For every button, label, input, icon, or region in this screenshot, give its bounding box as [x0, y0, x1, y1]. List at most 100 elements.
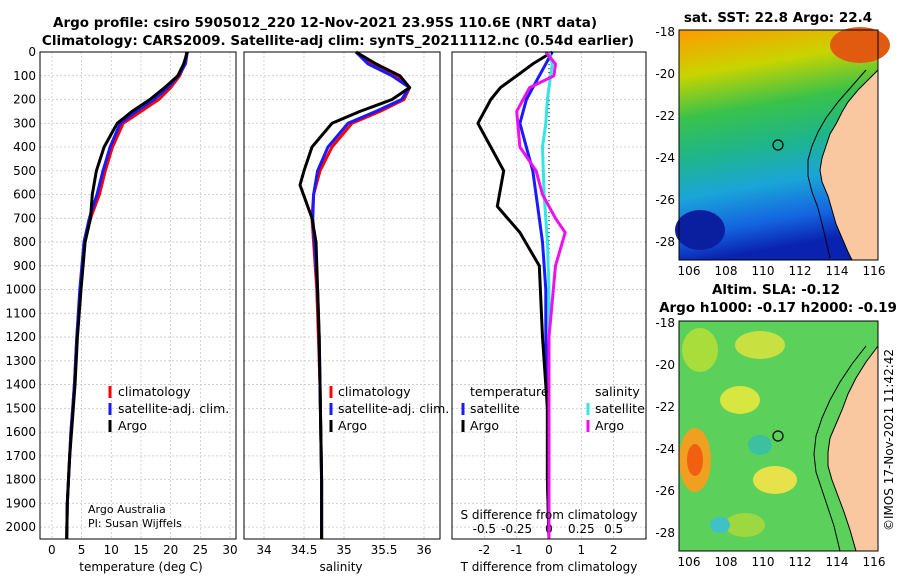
map-x-tick: 106 — [678, 264, 701, 278]
depth-tick-label: 1400 — [5, 378, 36, 392]
depth-tick-label: 1600 — [5, 425, 36, 439]
sla-high-core — [687, 444, 703, 476]
x-tick-label: 0 — [545, 543, 553, 557]
map-y-tick: -18 — [655, 316, 675, 330]
map-x-tick: 108 — [715, 264, 738, 278]
map-y-tick: -26 — [655, 484, 675, 498]
series-climatology — [65, 51, 189, 540]
legend-t-satellite: satellite — [470, 401, 520, 416]
panel-frame — [243, 51, 441, 540]
x-tick-label: 34 — [256, 543, 271, 557]
sst-float-marker — [772, 139, 784, 151]
map-x-tick: 110 — [752, 264, 775, 278]
map-y-tick: -20 — [655, 358, 675, 372]
legend-satellite: satellite-adj. clim. — [338, 401, 449, 416]
s-tick-label: 0.5 — [604, 522, 623, 536]
depth-tick-label: 1100 — [5, 306, 36, 320]
x-tick-label: 20 — [163, 543, 178, 557]
depth-tick-label: 1300 — [5, 354, 36, 368]
map-y-tick: -28 — [655, 235, 675, 249]
x-tick-label: -1 — [511, 543, 523, 557]
sla-low-patch — [710, 517, 730, 533]
sst-map-frame — [678, 29, 879, 261]
map-y-tick: -24 — [655, 151, 675, 165]
depth-tick-label: 2000 — [5, 520, 36, 534]
map-x-tick: 114 — [826, 264, 849, 278]
depth-tick-label: 500 — [13, 164, 36, 178]
map-x-tick: 116 — [863, 264, 886, 278]
x-tick-label: 25 — [193, 543, 208, 557]
sla-low-patch — [748, 435, 772, 455]
salinity-panel: 34 34.5 35 35.5 36 — [243, 50, 441, 557]
legend-satellite: satellite-adj. clim. — [118, 401, 229, 416]
difference-top-label: S difference from climatology — [461, 508, 638, 522]
legend-temperature-title: temperature — [470, 384, 549, 399]
temperature-legend: climatology satellite-adj. clim. Argo — [108, 384, 229, 433]
legend-t-argo: Argo — [470, 418, 499, 433]
sla-isobath — [813, 345, 867, 552]
x-tick-label: -2 — [478, 543, 490, 557]
sla-patch — [725, 513, 765, 537]
s-tick-label: 0.25 — [568, 522, 595, 536]
x-tick-label: 1 — [578, 543, 586, 557]
sla-patch — [753, 466, 797, 494]
series-temperature-argo — [476, 50, 553, 540]
difference-legend: temperature satellite Argo salinity sate… — [461, 384, 645, 433]
x-tick-label: 30 — [222, 543, 237, 557]
legend-climatology: climatology — [338, 384, 411, 399]
panel-frame — [451, 51, 647, 540]
temperature-xlabel: temperature (deg C) — [79, 560, 202, 574]
depth-tick-label: 1200 — [5, 330, 36, 344]
sst-isobath — [807, 69, 867, 259]
sla-map-title-2: Argo h1000: -0.17 h2000: -0.19 — [659, 300, 897, 316]
argo-australia-label: Argo Australia — [88, 503, 166, 516]
pi-label: PI: Susan Wijffels — [88, 517, 182, 530]
series-argo — [65, 51, 189, 540]
depth-tick-label: 100 — [13, 69, 36, 83]
x-tick-label: 36 — [416, 543, 431, 557]
title-line-1: Argo profile: csiro 5905012_220 12-Nov-2… — [53, 15, 597, 31]
series-argo — [298, 50, 412, 539]
depth-tick-label: 1900 — [5, 496, 36, 510]
depth-tick-label: 800 — [13, 235, 36, 249]
salinity-legend: climatology satellite-adj. clim. Argo — [329, 384, 449, 433]
s-tick-label: -0.25 — [501, 522, 532, 536]
x-tick-label: 10 — [104, 543, 119, 557]
depth-tick-label: 300 — [13, 116, 36, 130]
x-tick-label: 35.5 — [371, 543, 398, 557]
map-x-tick: 112 — [789, 555, 812, 569]
difference-xlabel: T difference from climatology — [460, 560, 638, 574]
legend-climatology: climatology — [118, 384, 191, 399]
map-y-tick: -18 — [655, 25, 675, 39]
depth-tick-label: 600 — [13, 188, 36, 202]
series-climatology — [310, 50, 412, 539]
x-tick-label: 34.5 — [291, 543, 318, 557]
x-tick-label: 2 — [610, 543, 618, 557]
map-x-tick: 112 — [789, 264, 812, 278]
depth-tick-label: 1500 — [5, 401, 36, 415]
sla-patch — [720, 386, 760, 414]
map-y-tick: -22 — [655, 400, 675, 414]
legend-salinity-title: salinity — [595, 384, 640, 399]
imos-stamp: ©IMOS 17-Nov-2021 11:42:42 — [882, 349, 896, 531]
salinity-xlabel: salinity — [319, 560, 362, 574]
depth-tick-label: 400 — [13, 140, 36, 154]
depth-tick-label: 0 — [28, 45, 36, 59]
map-x-tick: 108 — [715, 555, 738, 569]
legend-s-argo: Argo — [595, 418, 624, 433]
x-tick-label: 5 — [78, 543, 86, 557]
sst-cold-patch — [675, 210, 725, 250]
s-tick-label: -0.5 — [473, 522, 496, 536]
map-y-tick: -24 — [655, 442, 675, 456]
legend-argo: Argo — [338, 418, 367, 433]
sst-warm-patch — [830, 27, 890, 63]
depth-tick-label: 200 — [13, 93, 36, 107]
depth-tick-label: 1000 — [5, 283, 36, 297]
sla-map-title-1: Altim. SLA: -0.12 — [712, 282, 840, 298]
sla-map — [678, 320, 879, 552]
sst-land — [819, 68, 879, 261]
map-tick-labels: 106 108 110 112 114 116 -18 -20 -22 -24 -26 -28 106 1… — [655, 25, 885, 569]
depth-tick-label: 700 — [13, 211, 36, 225]
